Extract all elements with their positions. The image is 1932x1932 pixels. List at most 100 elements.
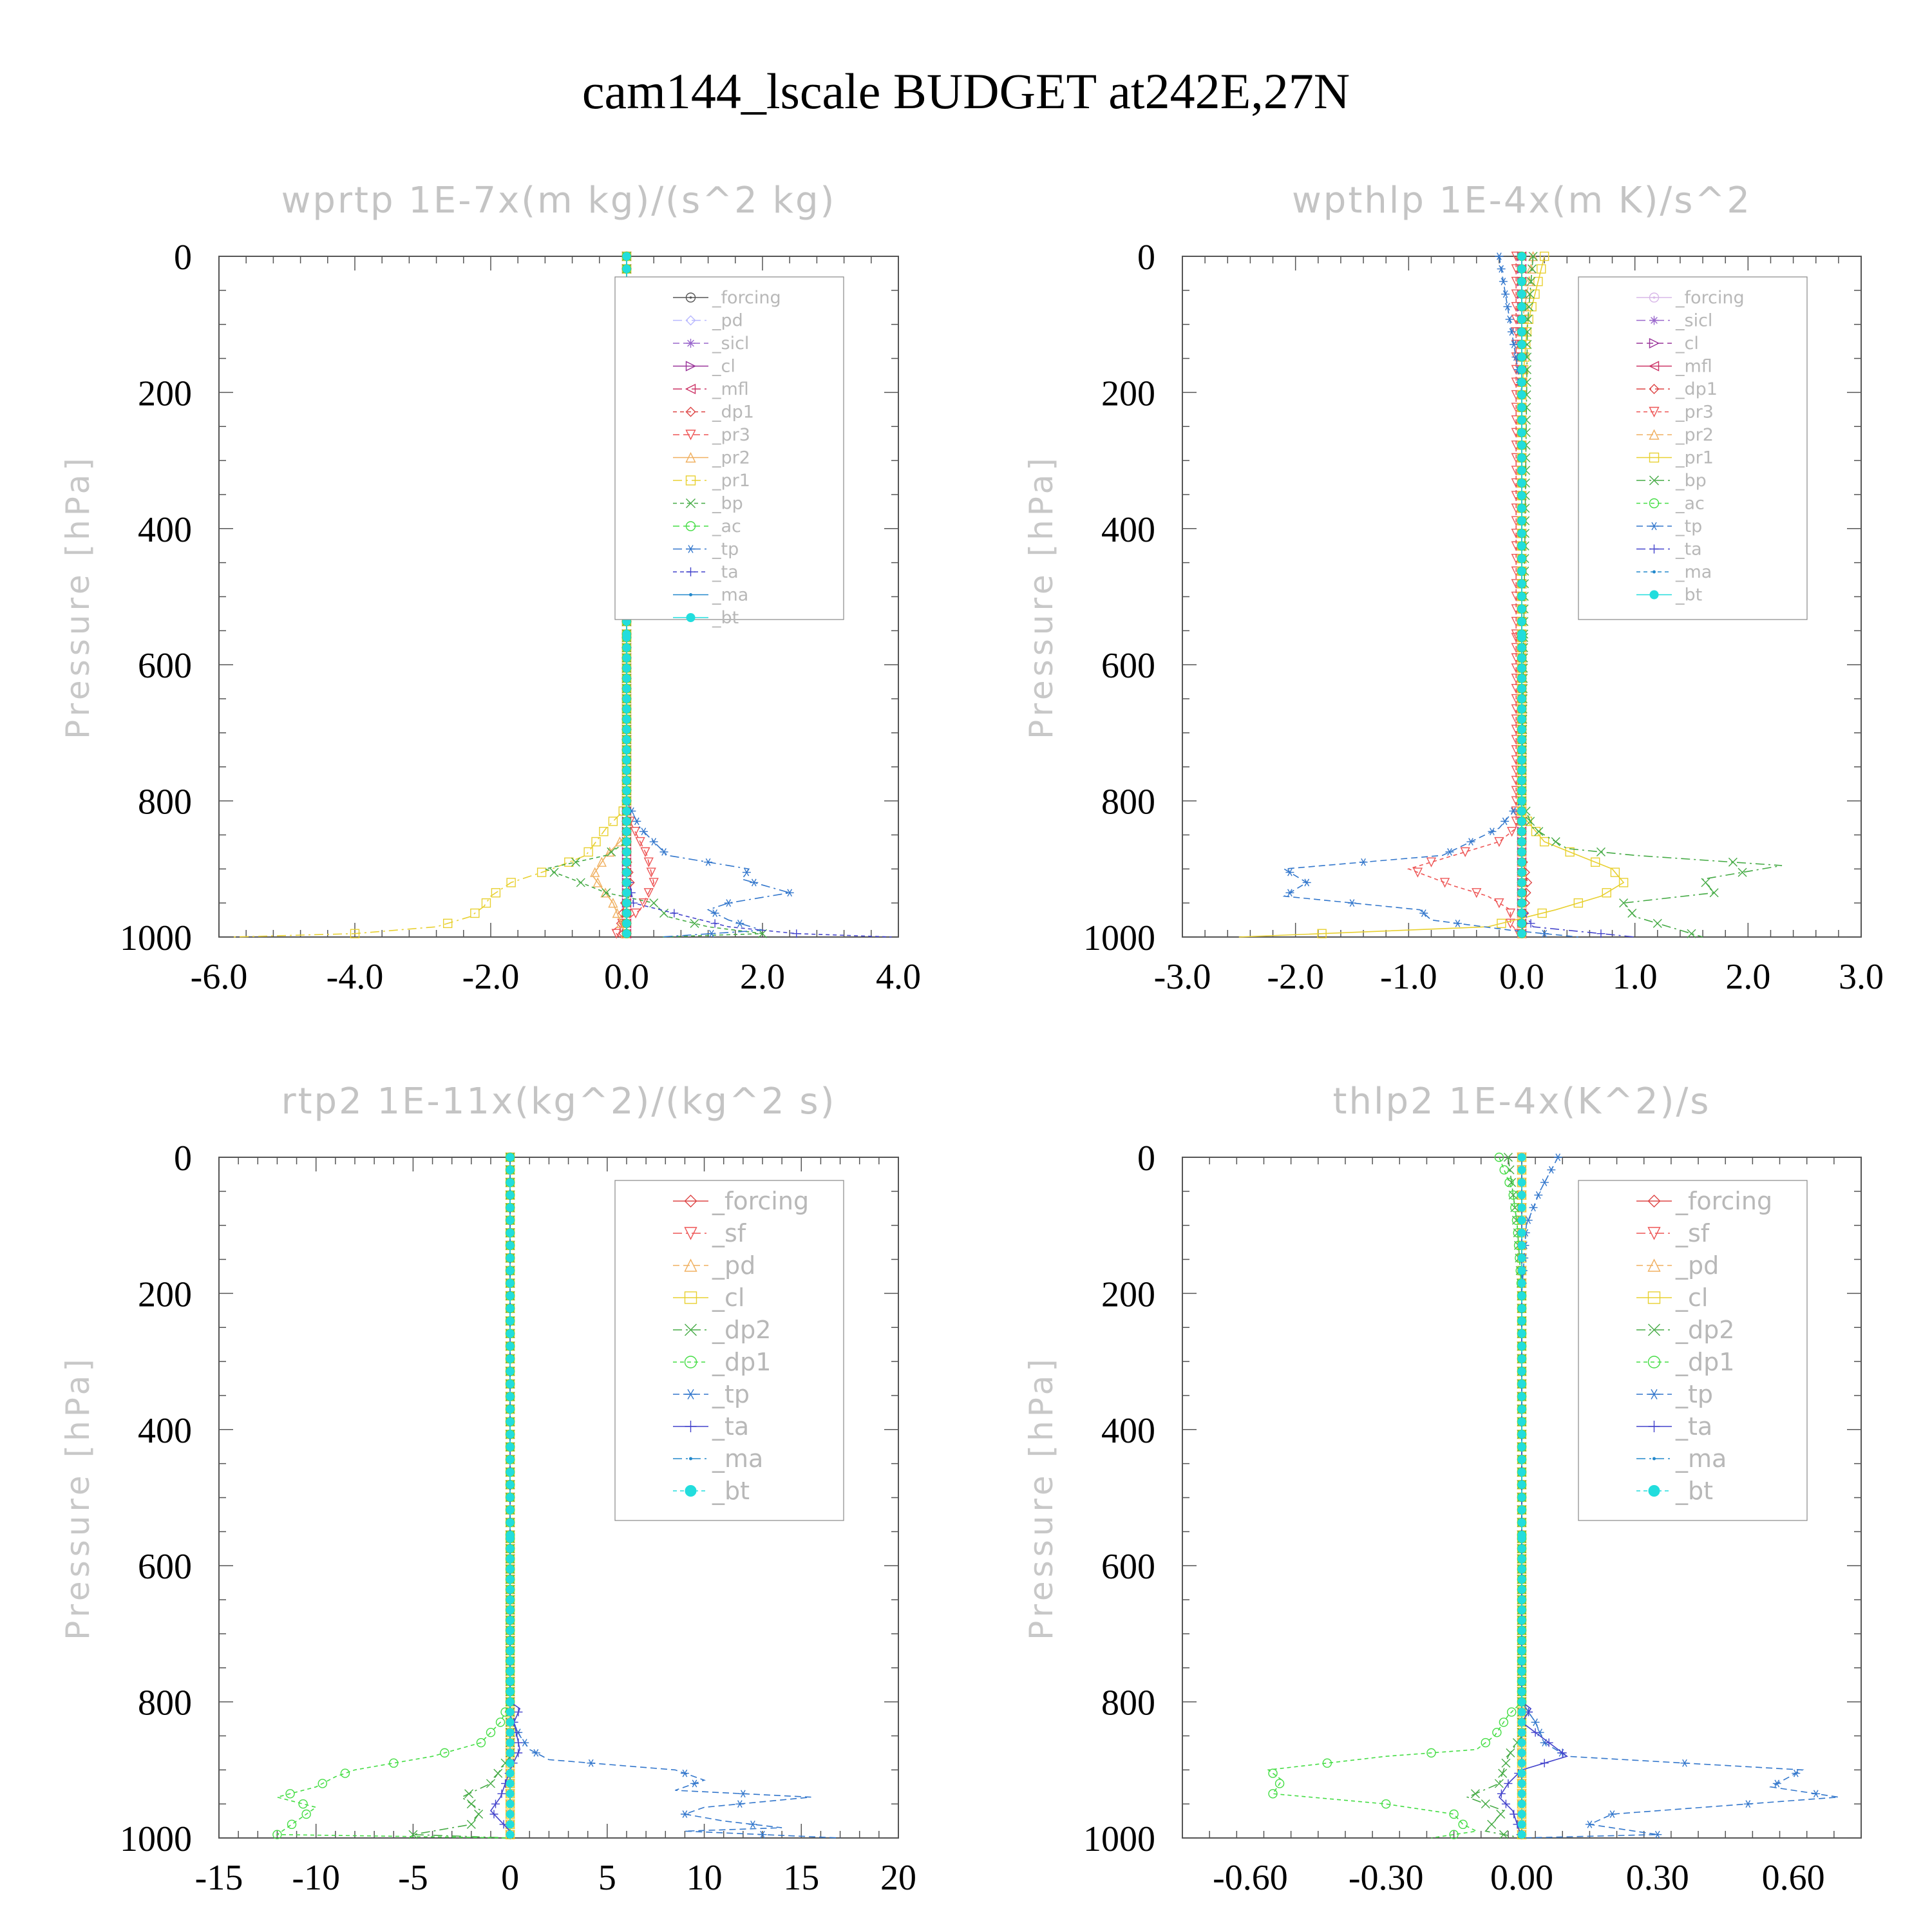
data-point bbox=[1517, 848, 1526, 857]
data-point bbox=[514, 1738, 523, 1747]
data-point bbox=[1540, 929, 1549, 938]
y-tick-label: 800 bbox=[138, 782, 192, 822]
data-point bbox=[1618, 878, 1629, 887]
data-point bbox=[1517, 786, 1526, 795]
data-point bbox=[287, 1819, 297, 1830]
data-point bbox=[506, 1341, 515, 1350]
data-point bbox=[514, 1707, 523, 1716]
data-point bbox=[1517, 1506, 1526, 1515]
data-point bbox=[506, 1636, 515, 1645]
data-point bbox=[495, 1718, 506, 1727]
legend-label: _pr1 bbox=[712, 471, 750, 491]
data-point bbox=[506, 1707, 515, 1716]
data-point bbox=[1596, 847, 1605, 857]
data-point bbox=[1547, 1166, 1556, 1174]
data-point bbox=[1449, 1809, 1459, 1819]
data-point bbox=[622, 858, 631, 867]
data-point bbox=[1517, 1166, 1526, 1175]
data-point bbox=[1495, 252, 1504, 260]
data-point bbox=[1517, 1698, 1526, 1707]
y-tick-label: 600 bbox=[138, 646, 192, 686]
data-point bbox=[1517, 1316, 1526, 1325]
data-point bbox=[506, 1748, 515, 1757]
data-point bbox=[1274, 1779, 1285, 1788]
data-point bbox=[506, 1646, 515, 1655]
x-tick-label: 3.0 bbox=[1839, 957, 1884, 997]
data-point bbox=[340, 1768, 350, 1778]
data-point bbox=[1526, 263, 1536, 274]
data-point bbox=[1487, 1819, 1497, 1829]
data-point bbox=[1517, 1241, 1526, 1250]
x-tick-label: -6.0 bbox=[191, 957, 248, 997]
data-point bbox=[1481, 1738, 1490, 1748]
x-tick-label: -5 bbox=[398, 1858, 428, 1898]
data-point bbox=[1445, 848, 1454, 856]
data-point bbox=[489, 1810, 498, 1819]
data-point bbox=[506, 1304, 515, 1313]
data-point bbox=[607, 847, 616, 857]
data-point bbox=[622, 827, 631, 836]
figure-title: cam144_lscale BUDGET at242E,27N bbox=[582, 63, 1350, 119]
series-markers-pr3 bbox=[1412, 251, 1524, 939]
data-point bbox=[272, 1830, 282, 1839]
data-point bbox=[1507, 328, 1516, 336]
data-point bbox=[285, 1789, 295, 1799]
data-point bbox=[474, 1810, 484, 1819]
data-point bbox=[630, 826, 640, 837]
data-point bbox=[1517, 504, 1526, 513]
data-point bbox=[1517, 1534, 1526, 1543]
series-line-dp2 bbox=[413, 1157, 511, 1839]
data-point bbox=[1517, 1738, 1526, 1747]
data-point bbox=[1585, 1820, 1594, 1828]
x-tick-label: 1.0 bbox=[1613, 957, 1658, 997]
data-point bbox=[758, 1830, 767, 1839]
data-point bbox=[1517, 1595, 1526, 1604]
data-point bbox=[506, 1544, 515, 1553]
data-point bbox=[476, 1738, 486, 1748]
data-point bbox=[1501, 290, 1510, 298]
chart-panel-1: wprtp 1E-7x(m kg)/(s^2 kg) Pressure [hPa]… bbox=[59, 180, 921, 997]
data-point bbox=[1517, 290, 1526, 299]
legend: _forcing _pd _sicl _cl_mfl _dp1 _pr3 _pr2 _pr1 _… bbox=[614, 276, 844, 628]
data-point bbox=[1517, 1759, 1526, 1768]
data-point bbox=[1503, 1153, 1513, 1162]
data-point bbox=[635, 837, 645, 848]
data-point bbox=[622, 265, 631, 274]
data-point bbox=[506, 1779, 515, 1788]
data-point bbox=[659, 848, 668, 856]
data-point bbox=[1533, 276, 1543, 287]
data-point bbox=[506, 1166, 515, 1175]
y-tick-label: 400 bbox=[138, 1411, 192, 1451]
chart-panel-4: thlp2 1E-4x(K^2)/s Pressure [hPa] -0.60 -0.… bbox=[1023, 1081, 1862, 1898]
data-point bbox=[1517, 1178, 1526, 1187]
data-point bbox=[506, 1759, 515, 1768]
legend-label: _bt bbox=[712, 608, 739, 628]
data-point bbox=[1517, 579, 1526, 588]
data-point bbox=[1517, 888, 1526, 897]
data-point bbox=[622, 755, 631, 764]
data-point bbox=[1517, 1718, 1526, 1727]
x-tick-label: -2.0 bbox=[1267, 957, 1324, 997]
legend-label: _forcing bbox=[1675, 1187, 1772, 1215]
data-point bbox=[1517, 1443, 1526, 1452]
data-point bbox=[1517, 277, 1526, 286]
data-point bbox=[1553, 1153, 1562, 1161]
data-point bbox=[622, 715, 631, 724]
data-point bbox=[1505, 908, 1516, 919]
data-point bbox=[724, 899, 733, 907]
x-tick-label: -0.30 bbox=[1349, 1858, 1424, 1898]
legend-label: _ac bbox=[712, 516, 741, 536]
data-point bbox=[1627, 909, 1637, 918]
data-point bbox=[1517, 878, 1526, 887]
data-point bbox=[1517, 858, 1526, 867]
data-point bbox=[1517, 1830, 1526, 1839]
data-point bbox=[1531, 1718, 1540, 1727]
data-point bbox=[1517, 868, 1526, 877]
data-point bbox=[1498, 1768, 1508, 1778]
y-tick-label: 200 bbox=[1101, 374, 1155, 413]
data-point bbox=[1517, 725, 1526, 734]
legend-label: _ta bbox=[712, 1412, 749, 1441]
series-group bbox=[272, 1151, 840, 1840]
data-point bbox=[1505, 918, 1516, 929]
data-point bbox=[506, 1534, 515, 1543]
